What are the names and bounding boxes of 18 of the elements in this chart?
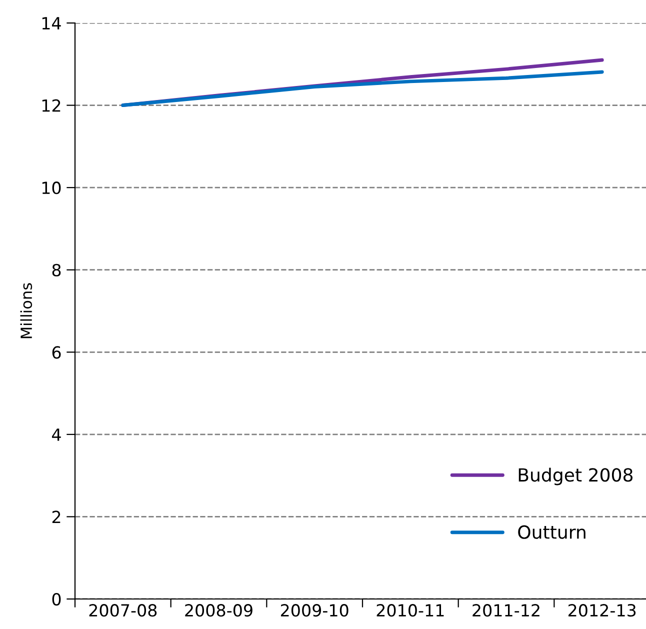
y-tick-label: 6 <box>52 346 61 359</box>
x-tick-label: 2008-09 <box>185 604 252 617</box>
y-tick-label: 0 <box>52 592 61 606</box>
y-tick-label: 14 <box>42 17 61 30</box>
y-tick-label: 4 <box>52 428 61 441</box>
y-axis-title: Millions <box>20 283 32 338</box>
x-tick-label: 2009-10 <box>280 604 348 617</box>
legend-label: Outturn <box>518 525 586 539</box>
x-tick-label: 2007-08 <box>89 604 157 617</box>
x-tick-label: 2011-12 <box>472 604 540 617</box>
y-tick-label: 8 <box>52 264 61 276</box>
legend-label: Budget 2008 <box>518 468 633 486</box>
y-tick-label: 12 <box>42 99 60 112</box>
x-tick-label: 2012-13 <box>568 604 636 617</box>
line-series <box>121 70 604 108</box>
y-tick-label: 2 <box>52 510 60 524</box>
y-tick-label: 10 <box>42 182 61 194</box>
x-tick-label: 2010-11 <box>376 604 444 617</box>
